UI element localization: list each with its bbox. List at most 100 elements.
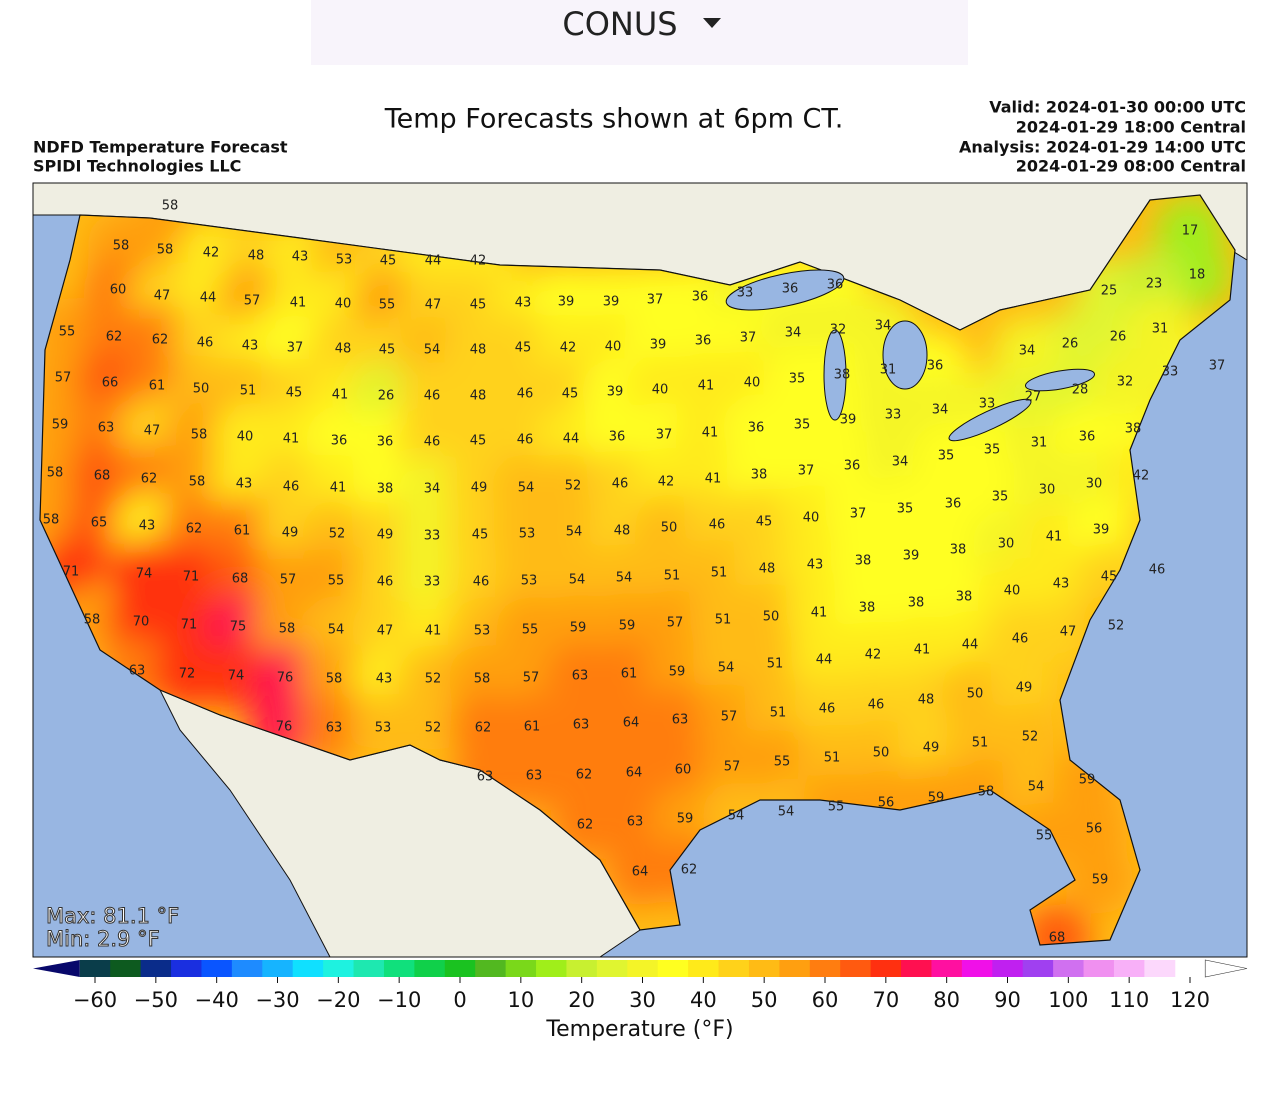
temperature-cell <box>300 645 368 713</box>
temperature-label: 59 <box>619 619 636 634</box>
dropdown-label[interactable]: CONUS <box>562 5 677 43</box>
temperature-label: 38 <box>855 554 872 569</box>
temperature-label: 45 <box>470 298 487 313</box>
temperature-label: 58 <box>47 466 64 481</box>
temperature-label: 34 <box>892 455 909 470</box>
temperature-label: 57 <box>55 371 72 386</box>
temperature-label: 39 <box>650 338 667 353</box>
temperature-cell <box>593 592 661 660</box>
temperature-label: 46 <box>517 433 534 448</box>
temperature-label: 63 <box>572 669 589 684</box>
temperature-label: 40 <box>803 511 820 526</box>
colorbar-tick-label: 70 <box>872 988 899 1012</box>
colorbar-segment <box>992 960 1024 977</box>
temperature-label: 35 <box>897 502 914 517</box>
temperature-cell <box>847 719 915 787</box>
colorbar-tick-label: 0 <box>453 988 466 1012</box>
temperature-label: 30 <box>998 537 1015 552</box>
temperature-label: 54 <box>718 661 735 676</box>
temperature-label: 49 <box>471 481 488 496</box>
temperature-cell <box>936 611 1004 679</box>
temperature-label: 45 <box>379 343 396 358</box>
temperature-label: 72 <box>179 667 196 682</box>
temperature-label: 62 <box>681 863 698 878</box>
temperature-label: 28 <box>1072 383 1089 398</box>
temperature-label: 49 <box>923 741 940 756</box>
temperature-cell <box>157 543 225 611</box>
temperature-label: 45 <box>380 254 397 269</box>
temperature-cell <box>839 621 907 689</box>
temperature-cell <box>202 642 270 710</box>
temperature-label: 38 <box>834 368 851 383</box>
temperature-cell <box>996 703 1064 771</box>
temperature-cell <box>547 691 615 759</box>
colorbar-segment <box>444 960 476 977</box>
temperature-label: 74 <box>228 669 245 684</box>
temperature-label: 30 <box>1039 483 1056 498</box>
colorbar-segment <box>840 960 872 977</box>
temperature-label: 52 <box>1022 730 1039 745</box>
temperature-cell <box>302 596 370 664</box>
temperature-cell <box>689 586 757 654</box>
temperature-label: 54 <box>424 343 441 358</box>
temperature-label: 37 <box>740 331 757 346</box>
temperature-label: 55 <box>1036 829 1053 844</box>
temperature-label: 54 <box>566 525 583 540</box>
temperature-label: 32 <box>1117 375 1134 390</box>
colorbar-segment <box>1113 960 1145 977</box>
min-label: Min: 2.9 °F <box>46 927 160 951</box>
temperature-cell <box>741 630 809 698</box>
temperature-label: 39 <box>1093 523 1110 538</box>
valid-time: 2024-01-29 18:00 Central <box>1016 118 1246 137</box>
temperature-label: 62 <box>577 818 594 833</box>
temperature-label: 41 <box>283 432 300 447</box>
temperature-label: 68 <box>94 469 111 484</box>
temperature-label: 46 <box>1149 563 1166 578</box>
temperature-label: 50 <box>763 610 780 625</box>
temperature-label: 61 <box>524 720 541 735</box>
temperature-label: 54 <box>1028 780 1045 795</box>
dropdown-box[interactable] <box>311 0 968 65</box>
temperature-label: 59 <box>677 812 694 827</box>
temperature-label: 38 <box>950 543 967 558</box>
temperature-cell <box>600 739 668 807</box>
temperature-label: 45 <box>286 386 303 401</box>
colorbar-tick-label: −40 <box>195 988 239 1012</box>
temperature-cell <box>993 317 1061 385</box>
temperature-label: 43 <box>292 250 309 265</box>
dropdown[interactable]: CONUS <box>311 0 968 65</box>
temperature-cell <box>351 548 419 616</box>
temperature-label: 42 <box>658 475 675 490</box>
temperature-label: 63 <box>672 713 689 728</box>
temperature-label: 41 <box>705 472 722 487</box>
temperature-cell <box>302 547 370 615</box>
temperature-label: 48 <box>470 343 487 358</box>
temperature-cell <box>744 679 812 747</box>
temperature-label: 52 <box>425 721 442 736</box>
analysis-time: Analysis: 2024-01-29 14:00 UTC <box>959 138 1246 157</box>
temperature-label: 60 <box>110 283 127 298</box>
temperature-label: 43 <box>376 672 393 687</box>
temperature-label: 63 <box>98 421 115 436</box>
temperature-cell <box>646 686 714 754</box>
temperature-cell <box>206 545 274 613</box>
temperature-label: 35 <box>984 443 1001 458</box>
temperature-label: 33 <box>979 397 996 412</box>
temperature-label: 44 <box>962 638 979 653</box>
lake <box>725 269 845 311</box>
temperature-label: 38 <box>377 482 394 497</box>
colorbar-segment <box>140 960 172 977</box>
temperature-label: 42 <box>203 246 220 261</box>
temperature-cell <box>544 594 612 662</box>
colorbar-segment <box>718 960 750 977</box>
temperature-label: 52 <box>565 479 582 494</box>
temperature-cell <box>748 728 816 796</box>
temperature-cell <box>897 714 965 782</box>
temperature-label: 46 <box>709 518 726 533</box>
temperature-cell <box>448 597 516 665</box>
temperature-label: 39 <box>607 385 624 400</box>
temperature-label: 34 <box>424 482 441 497</box>
temperature-label: 43 <box>236 477 253 492</box>
dropdown-caret[interactable] <box>703 18 721 28</box>
temperature-cell <box>495 547 563 615</box>
